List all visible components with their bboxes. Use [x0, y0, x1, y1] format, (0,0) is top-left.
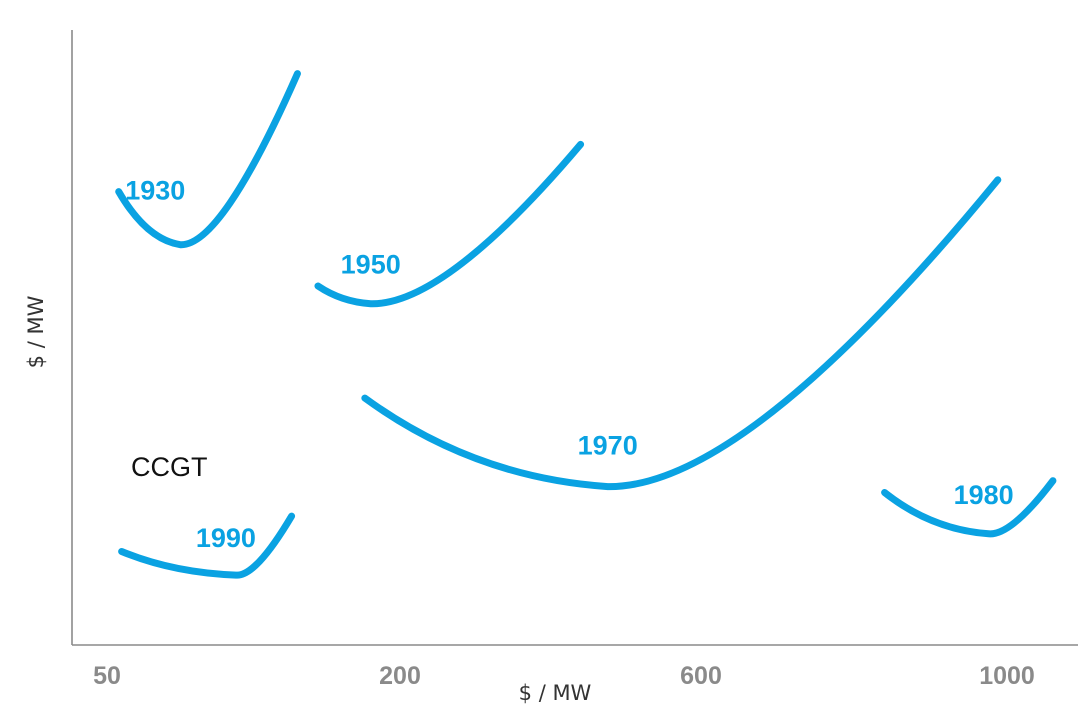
- curves: 1930 1950 1970 1980 1990: [115, 70, 1057, 579]
- ccgt-annotation: CCGT: [131, 452, 208, 482]
- y-axis-title: $ / MW: [24, 295, 48, 368]
- series-label-1930: 1930: [125, 176, 185, 206]
- x-tick-label: 600: [680, 662, 722, 690]
- x-tick-label: 50: [93, 662, 121, 690]
- series-curve-1950: [314, 140, 585, 308]
- series-curve-1970: [361, 176, 1002, 491]
- series-curve-1990: [118, 512, 296, 579]
- series-label-1970: 1970: [578, 431, 638, 461]
- series-label-1980: 1980: [954, 480, 1014, 510]
- series-curve-1930: [115, 70, 301, 249]
- series-label-1950: 1950: [341, 250, 401, 280]
- x-tick-label: 1000: [979, 662, 1035, 690]
- series-curve-1980: [881, 477, 1057, 538]
- x-tick-labels: 50 200 600 1000: [93, 662, 1035, 690]
- series-label-1990: 1990: [196, 523, 256, 553]
- x-axis-title: $ / MW: [519, 681, 592, 705]
- x-tick-label: 200: [379, 662, 421, 690]
